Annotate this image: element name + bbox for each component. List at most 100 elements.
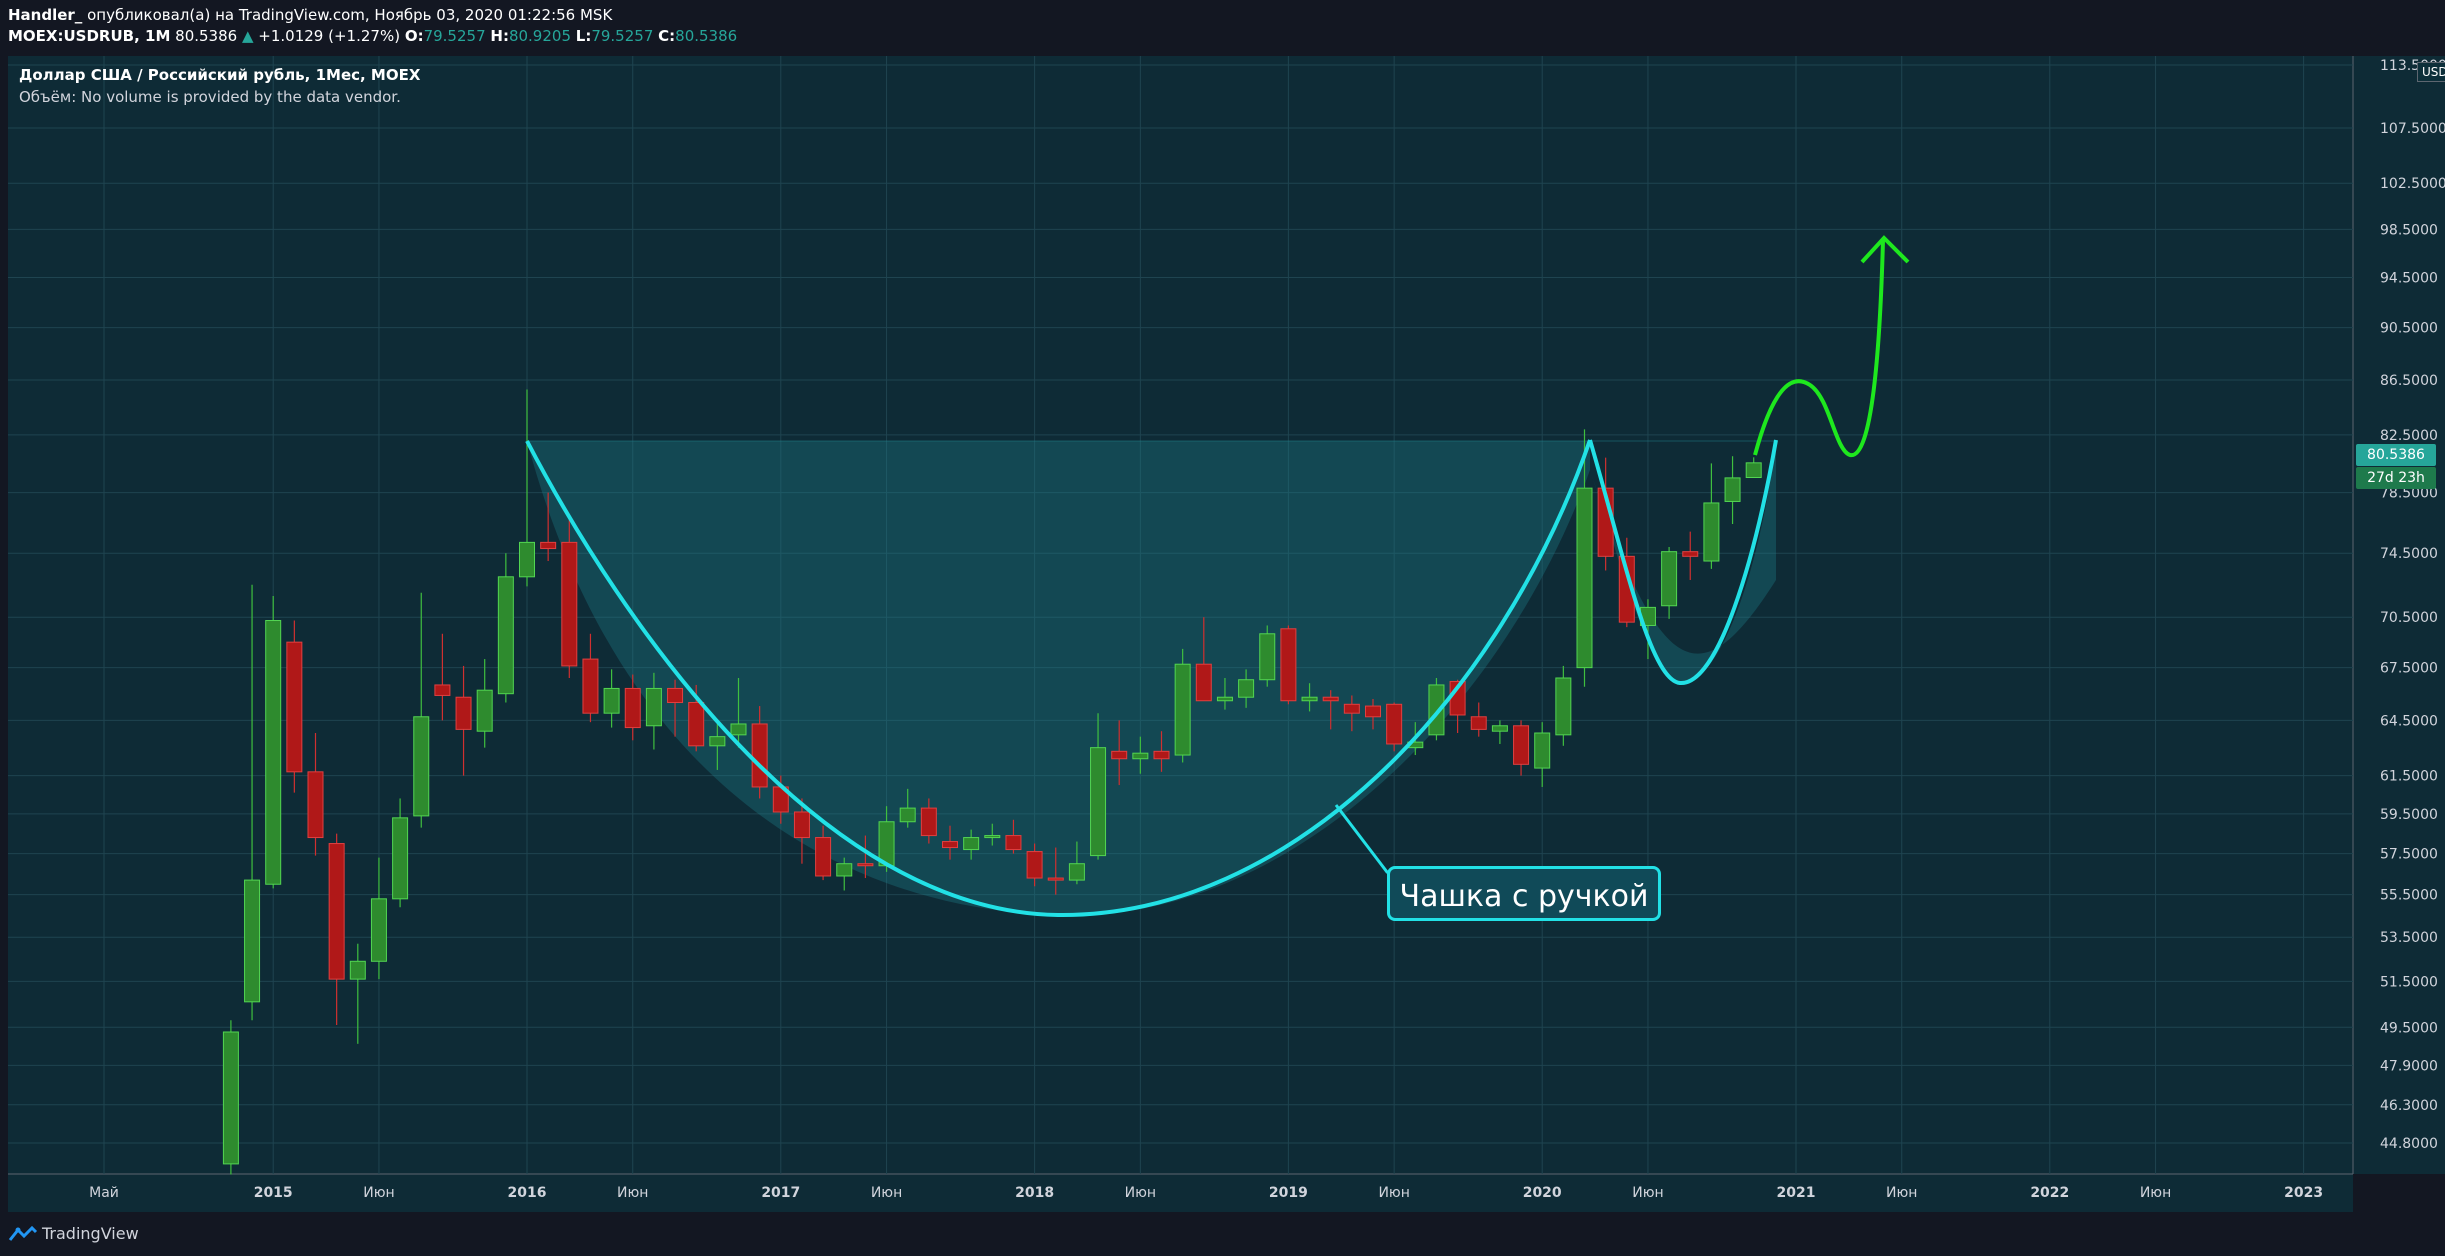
candle[interactable] [1259, 625, 1276, 687]
candle[interactable] [857, 835, 874, 879]
candle[interactable] [370, 857, 387, 980]
price-tick-label: 70.5000 [2380, 610, 2438, 626]
candle[interactable] [540, 492, 557, 562]
candle[interactable] [963, 829, 980, 860]
candle[interactable] [1470, 702, 1487, 737]
candle-body [1068, 863, 1085, 881]
candle[interactable] [1301, 683, 1318, 712]
price-axis[interactable] [2353, 56, 2445, 1174]
candle[interactable] [434, 633, 451, 721]
candle[interactable] [1068, 841, 1085, 885]
candle-body [1343, 703, 1360, 714]
candle[interactable] [1661, 547, 1678, 619]
candle[interactable] [497, 553, 514, 703]
time-axis[interactable] [8, 1174, 2353, 1212]
candlestick-chart[interactable]: 113.5000107.5000102.500098.500094.500090… [0, 0, 2445, 1212]
candle[interactable] [1491, 720, 1508, 744]
candle[interactable] [984, 823, 1001, 846]
candle[interactable] [645, 672, 662, 750]
candle[interactable] [265, 596, 282, 889]
candle[interactable] [1576, 429, 1593, 687]
candle[interactable] [1026, 843, 1043, 887]
candle[interactable] [920, 798, 937, 844]
candle-body [1428, 684, 1445, 736]
candle[interactable] [1513, 720, 1530, 776]
candle[interactable] [1047, 847, 1064, 895]
candle[interactable] [1428, 677, 1445, 741]
candle[interactable] [1343, 695, 1360, 732]
candle-body [1682, 551, 1699, 557]
candle-body [1047, 877, 1064, 881]
candle-body [1555, 677, 1572, 736]
candle[interactable] [942, 825, 958, 860]
candle[interactable] [815, 825, 832, 881]
candle[interactable] [1174, 648, 1191, 763]
candle[interactable] [1238, 669, 1255, 708]
tradingview-logo-icon[interactable] [8, 1226, 38, 1242]
candle[interactable] [286, 620, 303, 793]
candle[interactable] [1386, 702, 1403, 752]
time-tick-label: Июн [2140, 1185, 2171, 1201]
candle[interactable] [1365, 698, 1381, 730]
low-value: 79.5257 [591, 27, 654, 45]
candle[interactable] [244, 584, 261, 1021]
candle[interactable] [328, 833, 345, 1025]
candle[interactable] [667, 679, 684, 737]
candle[interactable] [1111, 720, 1128, 786]
candle[interactable] [1280, 625, 1297, 705]
last-price: 80.5386 [175, 27, 238, 45]
candle[interactable] [476, 659, 493, 748]
candle[interactable] [1639, 599, 1656, 660]
candle[interactable] [307, 733, 324, 856]
candle[interactable] [1682, 531, 1699, 580]
price-tick-label: 61.5000 [2380, 769, 2438, 785]
price-change: +1.0129 (+1.27%) [258, 27, 401, 45]
candle[interactable] [1745, 457, 1762, 479]
candle-body [286, 641, 303, 773]
legend-title[interactable]: Доллар США / Российский рубль, 1Мес, MOE… [19, 66, 421, 84]
candle[interactable] [1322, 690, 1339, 730]
candle[interactable] [349, 943, 366, 1044]
price-tick-label: 107.5000 [2380, 121, 2445, 137]
currency-badge[interactable]: USD [2417, 62, 2445, 82]
candle[interactable] [1132, 736, 1149, 774]
candle[interactable] [1216, 677, 1233, 710]
candle[interactable] [1555, 665, 1572, 746]
candle[interactable] [899, 788, 916, 828]
current-price-tag: 80.5386 [2356, 444, 2436, 466]
countdown-tag: 27d 23h [2356, 467, 2436, 489]
candle[interactable] [1090, 713, 1107, 860]
candle[interactable] [519, 389, 535, 587]
candle[interactable] [624, 674, 641, 741]
candle[interactable] [730, 677, 747, 748]
candle[interactable] [561, 514, 578, 678]
candle[interactable] [582, 633, 599, 723]
author-name[interactable]: Handler_ [8, 6, 83, 24]
pattern-annotation-label[interactable]: Чашка с ручкой [1387, 866, 1661, 921]
candle[interactable] [836, 857, 853, 891]
candle[interactable] [413, 592, 430, 828]
published-text: опубликовал(а) на TradingView.com, Ноябр… [87, 6, 613, 24]
candle-body [942, 841, 958, 849]
candle[interactable] [709, 723, 726, 770]
candle[interactable] [1724, 456, 1741, 525]
candle[interactable] [392, 798, 409, 908]
candle[interactable] [1618, 537, 1635, 628]
candle-body [815, 837, 832, 877]
time-tick-label: Июн [1886, 1185, 1917, 1201]
ohlc-line: MOEX:USDRUB, 1M 80.5386 ▲ +1.0129 (+1.27… [8, 27, 737, 45]
candle[interactable] [1195, 617, 1212, 702]
candle-body [1153, 750, 1170, 760]
candle[interactable] [1534, 722, 1551, 787]
candle[interactable] [455, 665, 472, 776]
price-tick-label: 82.5000 [2380, 428, 2438, 444]
candle[interactable] [793, 798, 810, 864]
candle[interactable] [1005, 819, 1022, 854]
tradingview-brand[interactable]: TradingView [42, 1224, 139, 1243]
candle[interactable] [1703, 463, 1720, 569]
handle-curve [1588, 439, 1778, 686]
candle[interactable] [222, 1020, 239, 1175]
chart-pane [8, 56, 2353, 1174]
candle[interactable] [1153, 731, 1170, 772]
candle[interactable] [603, 669, 620, 728]
